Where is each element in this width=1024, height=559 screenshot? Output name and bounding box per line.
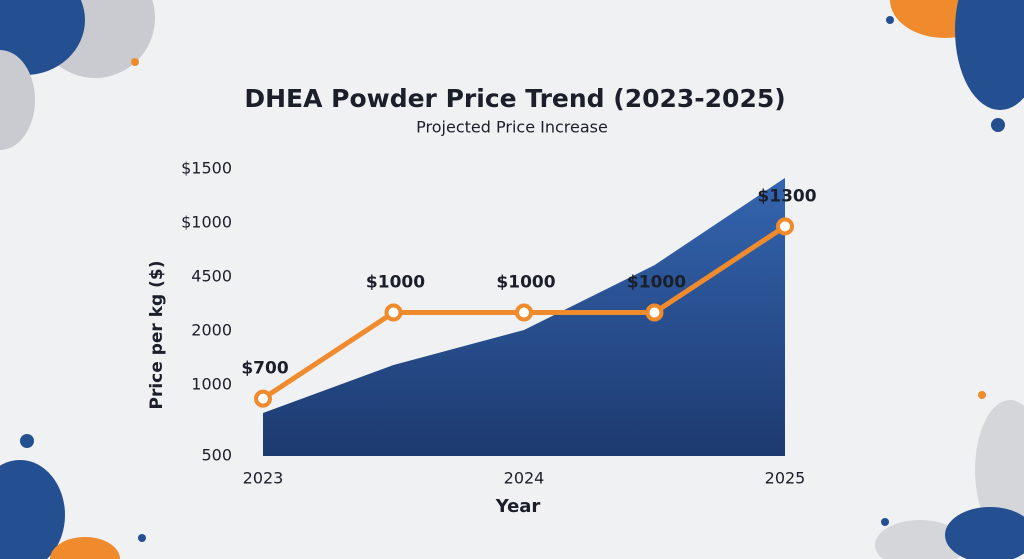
chart-title: DHEA Powder Price Trend (2023-2025) (244, 84, 785, 113)
x-tick-label: 2024 (504, 469, 545, 488)
x-tick-label: 2025 (765, 469, 806, 488)
marker (254, 389, 272, 408)
y-tick-label: 500 (201, 446, 232, 465)
y-tick-label: 4500 (191, 267, 232, 286)
y-axis-label: Price per kg ($) (147, 261, 167, 410)
y-tick-label: 1000 (191, 375, 232, 394)
data-label: $1000 (366, 273, 425, 293)
y-tick-label: 2000 (191, 321, 232, 340)
y-tick-label: $1500 (181, 159, 232, 178)
area (263, 177, 785, 456)
marker (776, 217, 794, 236)
data-label: $700 (241, 359, 288, 379)
data-label: $1000 (496, 273, 555, 293)
y-tick-label: $1000 (181, 213, 232, 232)
data-label: $1000 (627, 273, 686, 293)
data-label: $1300 (757, 186, 816, 206)
marker (384, 303, 403, 322)
chart-subtitle: Projected Price Increase (416, 118, 608, 137)
marker (515, 303, 533, 322)
marker (645, 303, 664, 322)
x-axis-label: Year (495, 496, 541, 517)
x-tick-label: 2023 (243, 469, 284, 488)
